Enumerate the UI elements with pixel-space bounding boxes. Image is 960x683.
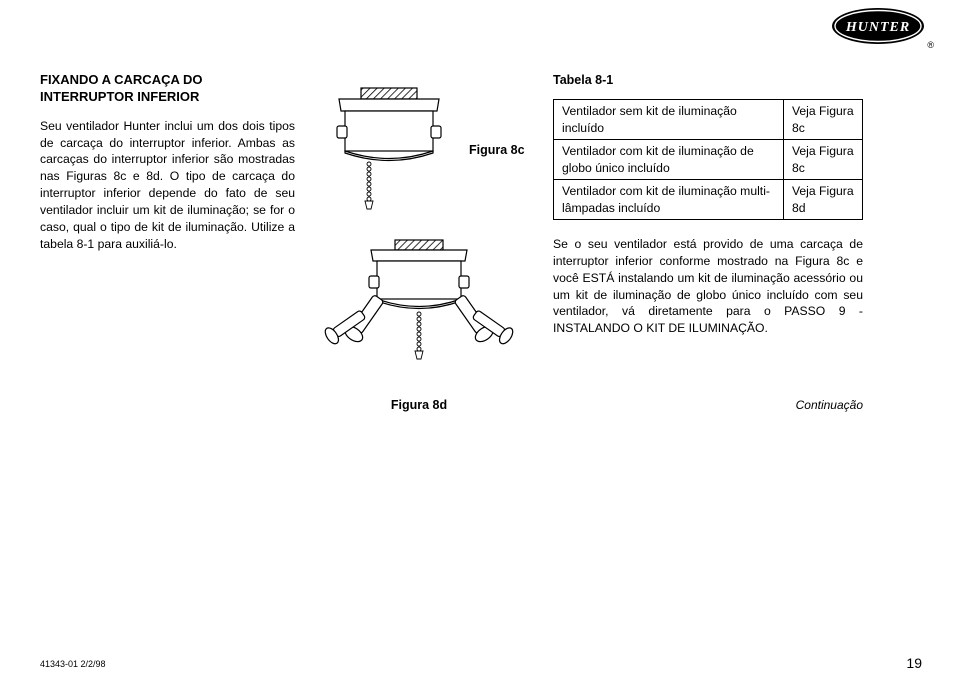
- table-cell-left: Ventilador com kit de iluminação multi-l…: [554, 180, 784, 220]
- table-row: Ventilador com kit de iluminação multi-l…: [554, 180, 863, 220]
- table-cell-right: Veja Figura 8c: [783, 140, 862, 180]
- figure-8d-label: Figura 8d: [391, 398, 447, 412]
- figure-8c-label: Figura 8c: [469, 143, 525, 157]
- table-title: Tabela 8-1: [553, 72, 913, 89]
- column-right: Tabela 8-1 Ventilador sem kit de ilumina…: [553, 72, 913, 414]
- figure-8d-svg: [319, 236, 519, 396]
- figure-8c: Figura 8c: [319, 82, 525, 212]
- table-row: Ventilador com kit de iluminação de glob…: [554, 140, 863, 180]
- table-cell-right: Veja Figura 8c: [783, 100, 862, 140]
- figure-8c-svg: [319, 82, 459, 212]
- footer-docid: 41343-01 2/2/98: [40, 659, 106, 669]
- figure-8d: Figura 8d: [319, 236, 519, 412]
- page-number: 19: [906, 655, 922, 671]
- column-left: FIXANDO A CARCAÇA DO INTERRUPTOR INFERIO…: [40, 72, 295, 414]
- table-8-1: Ventilador sem kit de iluminação incluíd…: [553, 99, 863, 220]
- right-paragraph: Se o seu ventilador está provido de uma …: [553, 236, 863, 337]
- content-columns: FIXANDO A CARCAÇA DO INTERRUPTOR INFERIO…: [40, 72, 920, 414]
- continuation-label: Continuação: [553, 397, 863, 414]
- table-row: Ventilador sem kit de iluminação incluíd…: [554, 100, 863, 140]
- table-cell-left: Ventilador sem kit de iluminação incluíd…: [554, 100, 784, 140]
- table-cell-left: Ventilador com kit de iluminação de glob…: [554, 140, 784, 180]
- registered-mark: ®: [927, 40, 934, 50]
- intro-paragraph: Seu ventilador Hunter inclui um dos dois…: [40, 118, 295, 253]
- table-cell-right: Veja Figura 8d: [783, 180, 862, 220]
- svg-text:HUNTER: HUNTER: [845, 20, 910, 35]
- column-figures: Figura 8c: [319, 72, 529, 414]
- section-title: FIXANDO A CARCAÇA DO INTERRUPTOR INFERIO…: [40, 72, 295, 106]
- brand-logo: HUNTER: [830, 6, 926, 51]
